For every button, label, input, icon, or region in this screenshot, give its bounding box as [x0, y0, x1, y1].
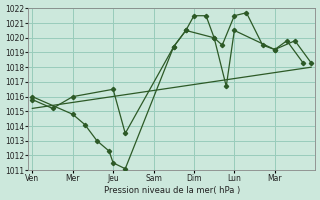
X-axis label: Pression niveau de la mer( hPa ): Pression niveau de la mer( hPa )	[104, 186, 240, 195]
